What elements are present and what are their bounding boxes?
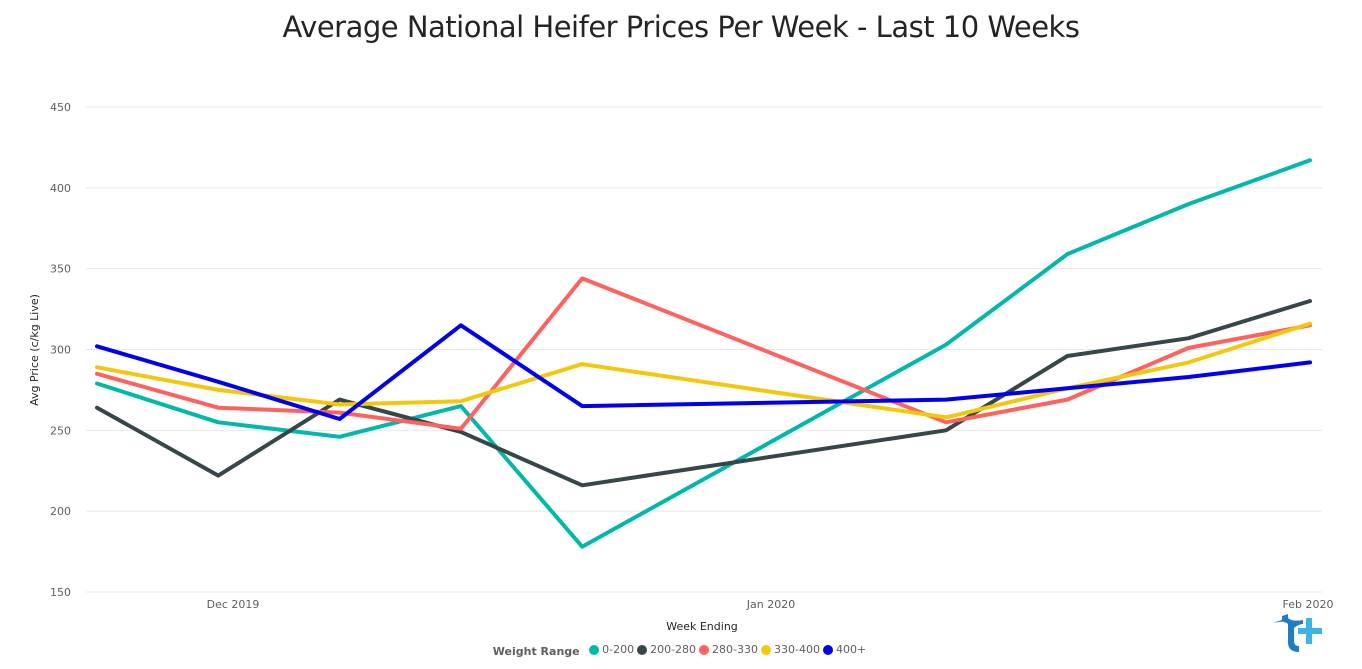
legend-dot-icon [699,644,710,655]
x-tick-label: Feb 2020 [1283,598,1334,611]
series-line-0-200 [95,158,1312,549]
legend-label: 330-400 [774,643,820,656]
legend-dot-icon [637,644,648,655]
legend-item-400+[interactable]: 400+ [822,643,867,656]
chart-title: Average National Heifer Prices Per Week … [282,10,1080,44]
y-tick-label: 300 [50,344,71,357]
x-tick-label: Jan 2020 [746,598,795,611]
legend-item-200-280[interactable]: 200-280 [637,643,696,656]
series-lines [95,158,1312,549]
series-line-400+ [95,323,1312,421]
y-tick-label: 400 [50,182,71,195]
legend-label: 280-330 [712,643,759,656]
legend-label: 400+ [835,643,867,656]
y-tick-label: 150 [50,586,71,599]
brand-logo-icon [1273,614,1322,652]
series-line-280-330 [95,276,1312,431]
gridlines [86,106,1322,593]
y-axis-ticks: 150 200 250 300 350 400 450 [50,101,71,599]
legend-dot-icon [589,644,600,655]
y-tick-label: 200 [50,505,71,518]
legend-item-0-200[interactable]: 0-200 [589,643,634,656]
x-axis-ticks: Dec 2019 Jan 2020 Feb 2020 [207,598,1334,611]
legend: Weight Range 0-200 200-280 280-330 330-400 4… [0,643,1362,658]
legend-dot-icon [761,644,772,655]
y-tick-label: 250 [50,424,71,437]
legend-label: 200-280 [650,643,697,656]
legend-title: Weight Range [492,644,580,658]
legend-label: 0-200 [602,643,635,656]
y-tick-label: 450 [50,101,71,114]
legend-item-280-330[interactable]: 280-330 [699,643,758,656]
y-tick-label: 350 [50,263,71,276]
legend-item-330-400[interactable]: 330-400 [761,643,820,656]
x-axis-title: Week Ending [666,620,738,633]
series-line-200-280 [95,299,1312,488]
y-axis-title: Avg Price (c/kg Live) [28,294,41,406]
x-tick-label: Dec 2019 [207,598,260,611]
legend-dot-icon [822,644,833,655]
